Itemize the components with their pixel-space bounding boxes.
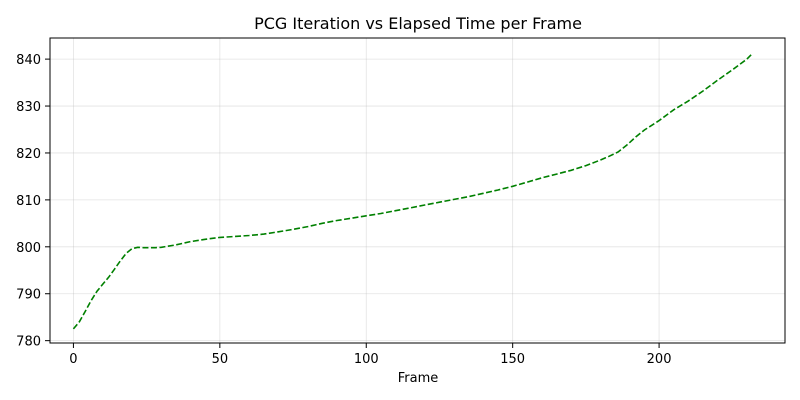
- y-tick-label: 820: [16, 147, 41, 162]
- series-line: [72, 52, 754, 330]
- x-tick-label: 150: [500, 352, 525, 367]
- x-tick-label: 200: [647, 352, 672, 367]
- y-tick-label: 840: [16, 53, 41, 68]
- x-tick-label: 100: [354, 352, 379, 367]
- y-tick-label: 790: [16, 288, 41, 303]
- series-layer: [72, 52, 754, 330]
- plot-frame: [49, 37, 786, 344]
- y-axis: 780 790 800 810 820 830 840: [16, 53, 50, 350]
- y-tick-label: 780: [16, 335, 41, 350]
- gridlines: [50, 38, 785, 343]
- y-tick-label: 800: [16, 241, 41, 256]
- y-tick-label: 810: [16, 194, 41, 209]
- y-tick-label: 830: [16, 100, 41, 115]
- x-tick-label: 0: [69, 352, 77, 367]
- x-axis-label: Frame: [398, 371, 439, 386]
- x-tick-label: 50: [212, 352, 229, 367]
- chart-title: PCG Iteration vs Elapsed Time per Frame: [254, 14, 582, 33]
- x-axis: 0 50 100 150 200: [69, 343, 671, 367]
